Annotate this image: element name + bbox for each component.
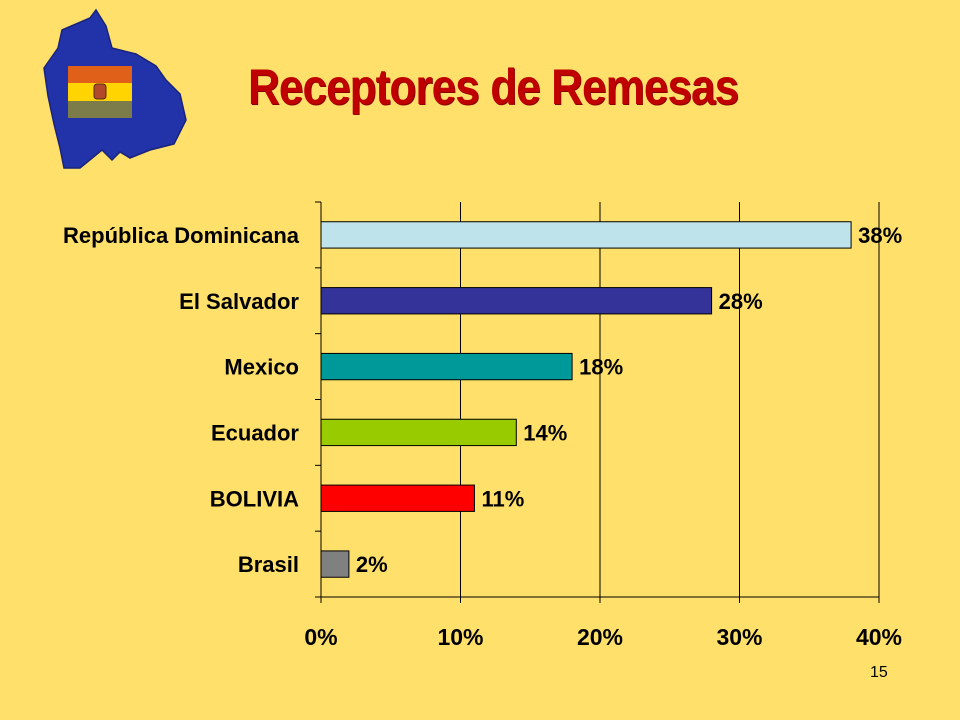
value-label: 2% [356,552,388,577]
grid-layer [460,202,880,597]
value-label: 28% [719,289,763,314]
category-label: Mexico [224,355,299,380]
category-label: BOLIVIA [210,486,299,511]
bars-layer [320,221,852,578]
bolivia-map-flag-icon [43,8,187,169]
labels-layer: 0% 10% 20% 30% 40% República Dominicana 38% El … [63,223,902,650]
page-title: Receptores de Remesas [248,59,739,115]
flag-stripe-bottom [68,101,132,118]
bar [320,550,350,578]
flag-stripe-top [68,66,132,83]
value-label: 38% [858,223,902,248]
category-label: Ecuador [211,420,299,445]
value-label: 14% [523,420,567,445]
category-label: Brasil [238,552,299,577]
x-tick-label: 20% [577,624,623,650]
bar [320,418,517,447]
x-tick-label: 0% [304,624,337,650]
page-number: 15 [870,664,888,681]
bar [320,352,573,381]
flag-emblem-icon [93,83,107,100]
bar [320,484,475,512]
category-label: El Salvador [179,289,299,314]
bar [320,221,852,249]
bar [320,287,713,315]
value-label: 11% [481,486,524,511]
category-label: República Dominicana [63,223,300,248]
value-label: 18% [579,355,623,380]
x-tick-label: 10% [437,624,483,650]
axes-layer [315,201,880,603]
x-tick-label: 40% [856,624,902,650]
x-tick-label: 30% [716,624,762,650]
